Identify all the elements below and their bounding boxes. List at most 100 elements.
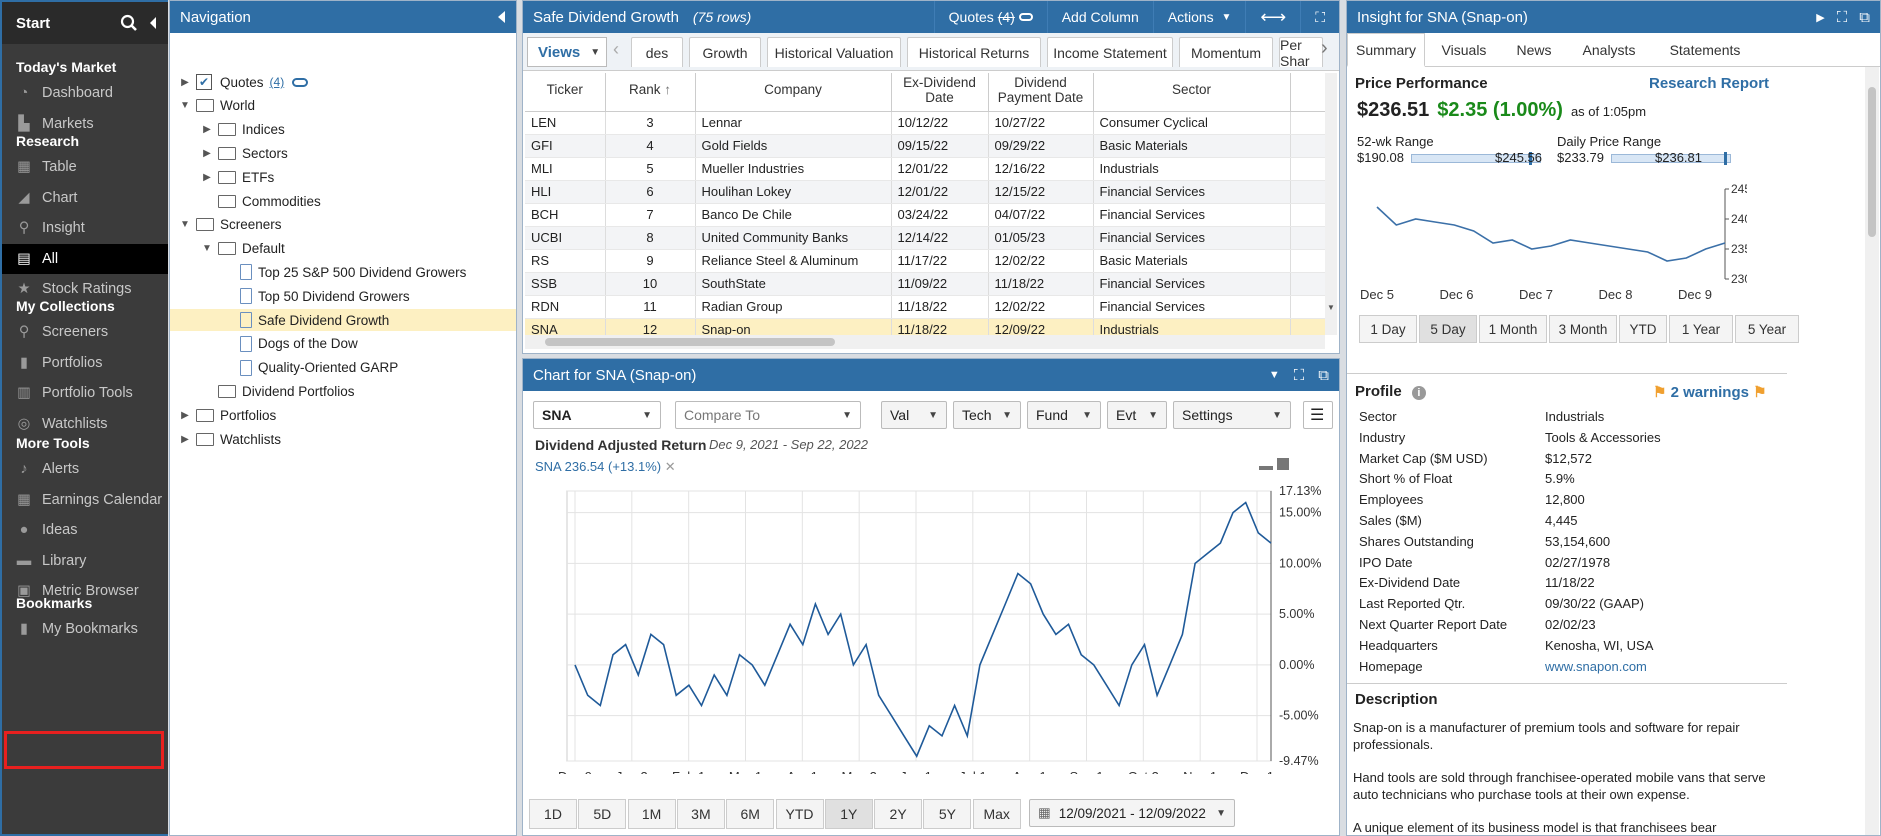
sidebar-item-portfolio-tools[interactable]: ▥ Portfolio Tools — [2, 378, 168, 408]
tree-item-quotes[interactable]: ▶ ✔ Quotes (4) — [170, 71, 516, 93]
add-column-button[interactable]: Add Column — [1046, 1, 1153, 33]
caret-right-icon[interactable]: ▶ — [203, 171, 211, 183]
quotes-button[interactable]: Quotes (4) — [933, 1, 1047, 33]
col-header-sector[interactable]: Sector — [1093, 73, 1291, 112]
range-button-5y[interactable]: 5Y — [923, 799, 972, 829]
caret-down-icon[interactable]: ▼ — [202, 243, 212, 255]
chart-menu-tech[interactable]: Tech ▼ — [953, 401, 1021, 429]
sidebar-item-portfolios[interactable]: ▮ Portfolios — [2, 348, 168, 378]
date-range-input[interactable]: ▦ 12/09/2021 - 12/09/2022 ▼ — [1029, 799, 1235, 827]
sidebar-item-markets[interactable]: ▙ Markets — [2, 109, 168, 139]
caret-right-icon[interactable]: ▶ — [181, 409, 189, 421]
caret-right-icon[interactable]: ▶ — [181, 433, 189, 445]
range-button-5d[interactable]: 5D — [578, 799, 627, 829]
resize-width-icon[interactable]: ⟷ — [1245, 1, 1300, 33]
chart-tools[interactable] — [1259, 457, 1293, 471]
sidebar-item-all[interactable]: ▤ All — [2, 243, 168, 274]
table-row[interactable]: RS 9 Reliance Steel & Aluminum 11/17/22 12/0… — [525, 249, 1325, 273]
sidebar-item-watchlists[interactable]: ◎ Watchlists — [2, 409, 168, 439]
col-header-rank[interactable]: Rank ↑ — [605, 73, 696, 112]
chart-menu-fund[interactable]: Fund ▼ — [1027, 401, 1101, 429]
caret-down-icon[interactable]: ▼ — [180, 219, 190, 231]
tree-item-screeners[interactable]: ▼ Screeners — [170, 214, 516, 236]
sidebar-item-metric-browser[interactable]: ▣ Metric Browser — [2, 576, 168, 606]
tree-item-dogs-of-the-dow[interactable]: Dogs of the Dow — [170, 333, 516, 355]
chart-menu-settings[interactable]: Settings ▼ — [1173, 401, 1291, 429]
caret-right-icon[interactable]: ▶ — [203, 147, 211, 159]
tabs-scroll-right-icon[interactable]: › — [1321, 37, 1328, 59]
tabs-scroll-left-icon[interactable]: ‹ — [613, 39, 619, 59]
views-dropdown[interactable]: Views ▼ — [527, 37, 607, 67]
table-row[interactable]: BCH 7 Banco De Chile 03/24/22 04/07/22 Financ… — [525, 203, 1325, 227]
view-tab-income-statement[interactable]: Income Statement — [1047, 37, 1173, 67]
sidebar-item-library[interactable]: ▬ Library — [2, 546, 168, 576]
tree-item-commodities[interactable]: Commodities — [170, 190, 516, 212]
tree-item-quality-oriented-garp[interactable]: Quality-Oriented GARP — [170, 357, 516, 379]
sidebar-item-screeners[interactable]: ⚲ Screeners — [2, 317, 168, 347]
view-tab-momentum[interactable]: Momentum — [1179, 37, 1273, 67]
caret-right-icon[interactable]: ▶ — [203, 124, 211, 136]
insight-tab-statements[interactable]: Statements — [1669, 42, 1741, 58]
caret-right-icon[interactable]: ▶ — [181, 76, 189, 88]
tree-item-portfolios[interactable]: ▶ Portfolios — [170, 404, 516, 426]
col-header-dividend-payment-date[interactable]: Dividend Payment Date — [988, 73, 1094, 112]
collapse-left-icon[interactable] — [497, 11, 506, 23]
symbol-dropdown[interactable]: SNA ▼ — [533, 401, 661, 429]
maximize-icon[interactable]: ⛶ — [1836, 8, 1848, 26]
insight-tab-summary[interactable]: Summary — [1347, 33, 1425, 67]
sidebar-item-dashboard[interactable]: ◔ Dashboard — [2, 78, 168, 108]
mini-range-5-year[interactable]: 5 Year — [1735, 315, 1799, 343]
range-button-1d[interactable]: 1D — [529, 799, 577, 829]
mini-range-3-month[interactable]: 3 Month — [1549, 315, 1617, 343]
table-row[interactable]: UCBI 8 United Community Banks 12/14/22 01/05… — [525, 226, 1325, 250]
range-button-3m[interactable]: 3M — [676, 799, 725, 829]
info-icon[interactable]: i — [1411, 386, 1426, 400]
sidebar-item-my-bookmarks[interactable]: ▮ My Bookmarks — [2, 614, 168, 644]
insight-tab-visuals[interactable]: Visuals — [1441, 42, 1487, 58]
chart-menu-val[interactable]: Val ▼ — [881, 401, 947, 429]
sidebar-item-ideas[interactable]: ● Ideas — [2, 515, 168, 545]
search-icon[interactable] — [120, 14, 138, 32]
range-button-max[interactable]: Max — [972, 799, 1021, 829]
col-header-company[interactable]: Company — [695, 73, 892, 112]
compare-to-input[interactable]: Compare To ▼ — [675, 401, 861, 429]
view-tab-growth[interactable]: Growth — [689, 37, 761, 67]
sidebar-item-stock-ratings[interactable]: ★ Stock Ratings — [2, 274, 168, 304]
chevron-down-icon[interactable]: ▼ — [1268, 369, 1280, 381]
tree-item-sectors[interactable]: ▶ Sectors — [170, 142, 516, 164]
mini-range-5-day[interactable]: 5 Day — [1419, 315, 1477, 343]
maximize-icon[interactable]: ⛶ — [1293, 366, 1305, 384]
chart-menu-evt[interactable]: Evt ▼ — [1107, 401, 1167, 429]
close-icon[interactable]: ✕ — [664, 459, 676, 474]
tree-item-safe-dividend-growth[interactable]: Safe Dividend Growth — [170, 309, 516, 331]
table-row[interactable]: LEN 3 Lennar 10/12/22 10/27/22 Consumer Cycli… — [525, 111, 1325, 135]
tree-item-etfs[interactable]: ▶ ETFs — [170, 166, 516, 188]
popout-icon[interactable]: ⧉ — [1859, 8, 1870, 26]
range-button-ytd[interactable]: YTD — [775, 799, 824, 829]
sidebar-item-earnings-calendar[interactable]: ▦ Earnings Calendar — [2, 485, 168, 515]
col-header-ticker[interactable]: Ticker — [525, 73, 606, 112]
range-button-6m[interactable]: 6M — [726, 799, 775, 829]
col-header-ex-dividend-date[interactable]: Ex-Dividend Date — [891, 73, 989, 112]
maximize-icon[interactable]: ⛶ — [1300, 1, 1339, 33]
sidebar-item-chart[interactable]: ◢ Chart — [2, 183, 168, 213]
mini-range-1-month[interactable]: 1 Month — [1479, 315, 1547, 343]
tree-item-indices[interactable]: ▶ Indices — [170, 119, 516, 141]
horizontal-scrollbar[interactable] — [525, 335, 1325, 349]
checkbox-icon[interactable]: ✔ — [196, 74, 212, 90]
caret-down-icon[interactable]: ▼ — [180, 100, 190, 112]
view-tab-historical-returns[interactable]: Historical Returns — [907, 37, 1041, 67]
sidebar-item-insight[interactable]: ⚲ Insight — [2, 213, 168, 243]
tree-item-world[interactable]: ▼ World — [170, 95, 516, 117]
tree-item-dividend-portfolios[interactable]: Dividend Portfolios — [170, 380, 516, 402]
research-report-link[interactable]: Research Report — [1649, 75, 1770, 92]
mini-range-1-year[interactable]: 1 Year — [1669, 315, 1733, 343]
view-tab-historical-valuation[interactable]: Historical Valuation — [767, 37, 901, 67]
sidebar-item-table[interactable]: ▦ Table — [2, 152, 168, 182]
view-tab-per-shar[interactable]: Per Shar — [1279, 37, 1323, 69]
start-label[interactable]: Start — [16, 14, 51, 32]
insight-scrollbar[interactable] — [1865, 67, 1879, 835]
table-row[interactable]: SNA 12 Snap-on 11/18/22 12/09/22 Industrials — [525, 318, 1325, 335]
expand-right-icon[interactable]: ▶ — [1816, 11, 1825, 24]
range-button-1y[interactable]: 1Y — [824, 799, 873, 829]
